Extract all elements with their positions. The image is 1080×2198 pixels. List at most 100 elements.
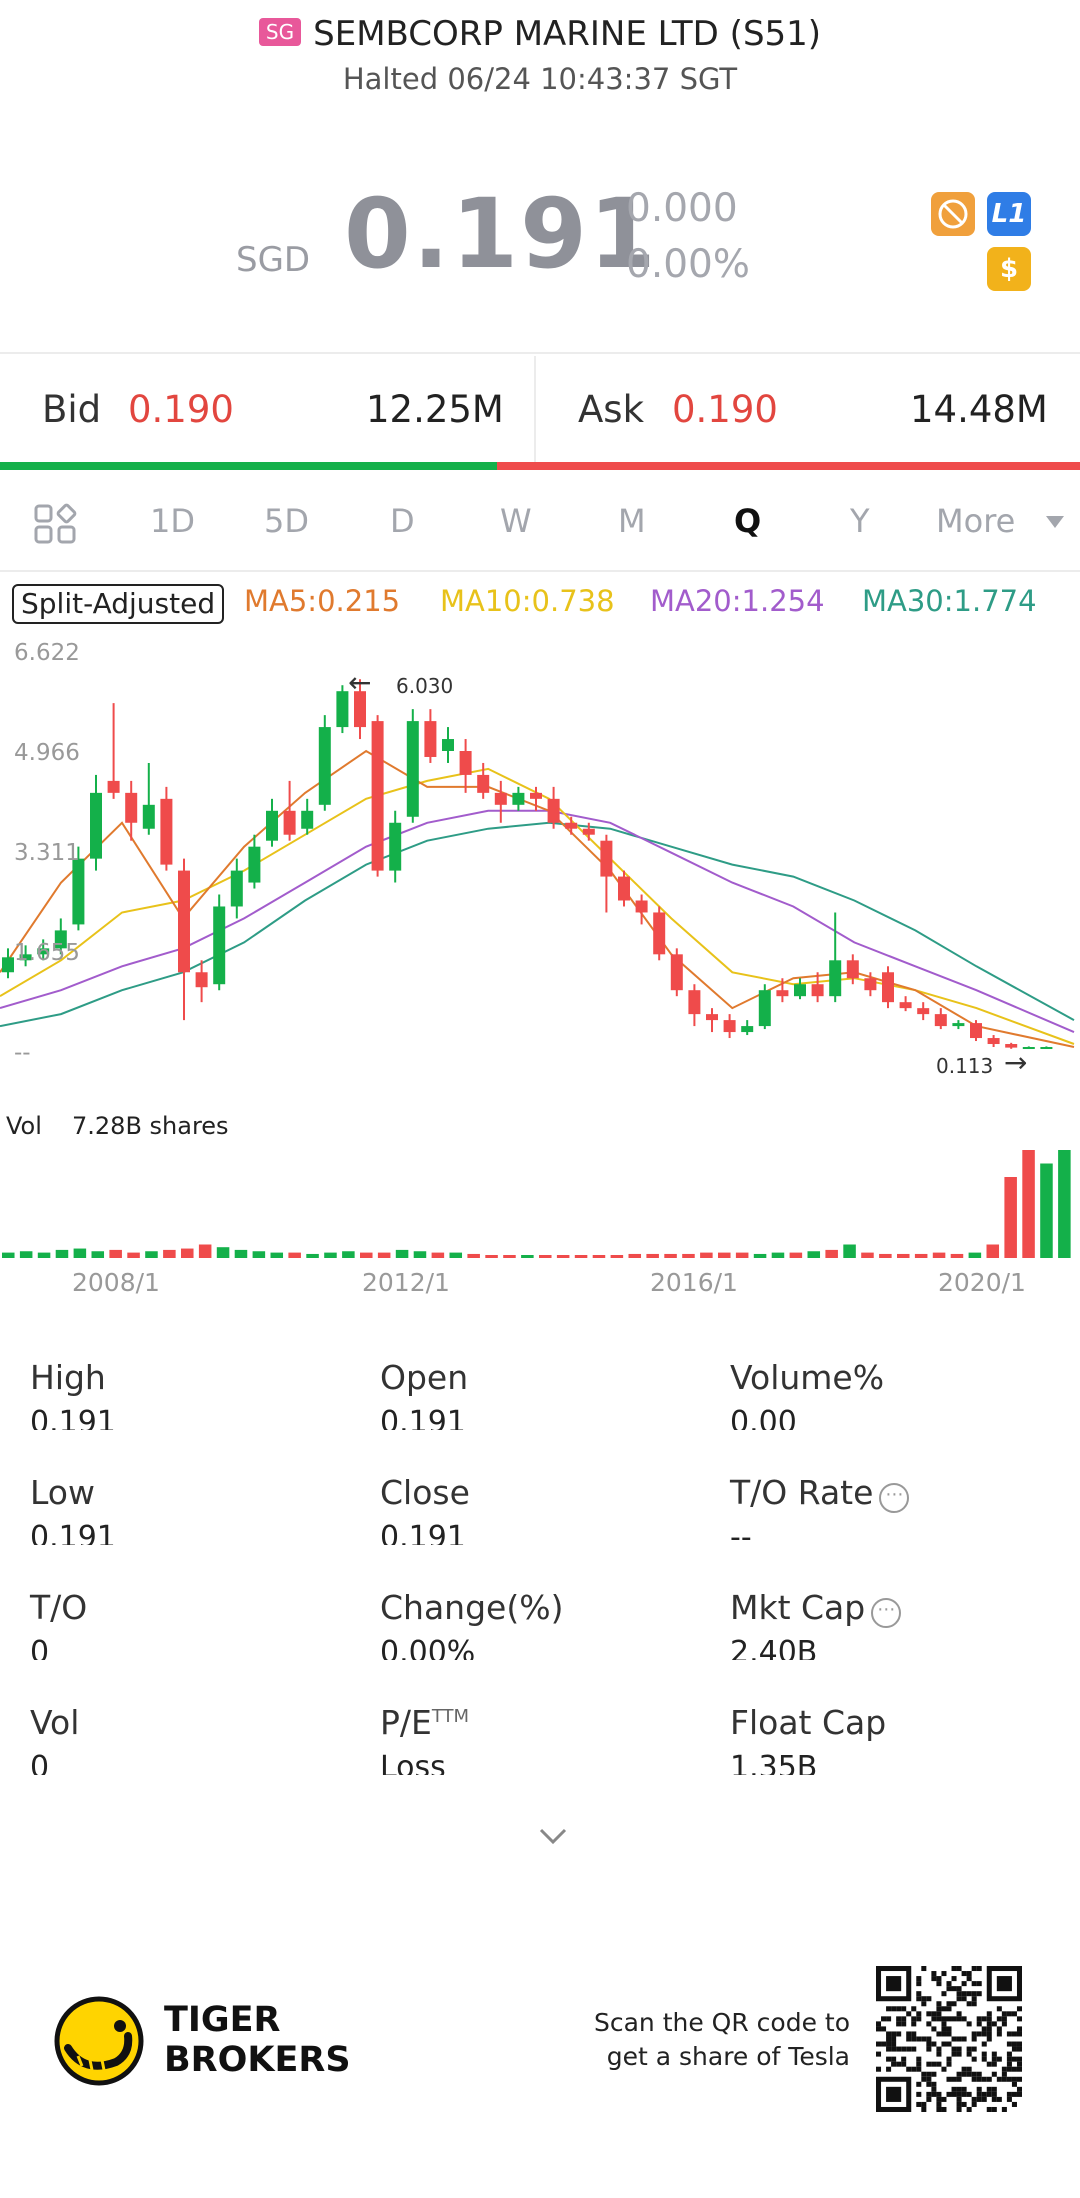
- candle: [635, 894, 648, 925]
- candle: [670, 948, 683, 997]
- ma30-line: [0, 821, 1075, 1028]
- stock-title: SG SEMBCORP MARINE LTD (S51): [0, 14, 1080, 54]
- volume-bar: [843, 1244, 856, 1258]
- volume-bar: [270, 1252, 284, 1258]
- level1-icon[interactable]: L1: [987, 192, 1031, 236]
- dollar-icon[interactable]: $: [987, 247, 1031, 291]
- stat-value-p-e: Loss: [380, 1750, 446, 1775]
- volume-bar: [252, 1251, 266, 1258]
- tab-5d[interactable]: 5D: [264, 502, 309, 540]
- candle: [424, 709, 437, 763]
- layout-grid-icon[interactable]: [34, 502, 78, 550]
- volume-bar: [503, 1255, 516, 1258]
- volume-bar: [753, 1253, 767, 1258]
- candle: [125, 780, 138, 841]
- info-icon[interactable]: ⋯: [879, 1483, 910, 1513]
- price-chart[interactable]: [0, 630, 1080, 1090]
- volume-bar: [1058, 1150, 1071, 1258]
- volume-bar: [413, 1251, 427, 1258]
- ma30-value: MA30:1.774: [862, 584, 1037, 618]
- candle: [459, 739, 472, 793]
- stat-label-text: Change(%): [380, 1588, 564, 1627]
- volume-bar: [879, 1253, 892, 1258]
- volume-bar: [718, 1252, 731, 1258]
- x-tick-label: 2012/1: [362, 1268, 450, 1297]
- tab-d[interactable]: D: [390, 502, 415, 540]
- volume-bar: [431, 1252, 445, 1258]
- candle: [19, 945, 32, 967]
- tab-more[interactable]: More: [936, 502, 1016, 540]
- volume-bar: [91, 1251, 105, 1258]
- candle: [829, 912, 842, 1003]
- y-tick-label: 4.966: [14, 740, 80, 766]
- candle: [283, 780, 296, 841]
- bid-volume: 12.25M: [366, 388, 504, 431]
- volume-bar: [2, 1252, 15, 1258]
- volume-bar: [73, 1248, 87, 1258]
- candle: [160, 786, 173, 871]
- volume-bar: [55, 1249, 69, 1258]
- chevron-down-icon[interactable]: [538, 1826, 568, 1850]
- stat-value-close: 0.191: [380, 1520, 466, 1545]
- candle: [54, 918, 67, 955]
- candle: [582, 822, 595, 841]
- volume-bar: [234, 1249, 248, 1258]
- y-tick-label: 3.311: [14, 840, 80, 866]
- stat-label-text: Close: [380, 1473, 470, 1512]
- volume-chart[interactable]: [0, 1140, 1080, 1264]
- volume-bar: [485, 1255, 498, 1258]
- stat-value-low: 0.191: [30, 1520, 116, 1545]
- info-icon[interactable]: ⋯: [871, 1598, 902, 1628]
- last-price: 0.191: [344, 178, 658, 290]
- candle: [494, 780, 507, 823]
- stat-label-t-o-rate: T/O Rate ⋯: [730, 1473, 910, 1513]
- stat-label-text: T/O Rate: [730, 1473, 874, 1512]
- candle: [1040, 1046, 1053, 1050]
- volume-bar: [449, 1252, 463, 1258]
- tab-y[interactable]: Y: [850, 502, 870, 540]
- candle: [864, 972, 877, 997]
- candle: [776, 978, 789, 1003]
- split-adjusted-toggle[interactable]: Split-Adjusted: [12, 584, 225, 624]
- stat-label-text: P/E: [380, 1703, 432, 1742]
- volume-bar: [127, 1252, 140, 1258]
- tab-q[interactable]: Q: [734, 502, 762, 540]
- tab-w[interactable]: W: [500, 502, 532, 540]
- volume-bar: [556, 1255, 570, 1258]
- candle: [547, 786, 560, 829]
- volume-bar: [592, 1255, 606, 1258]
- stat-value-float-cap: 1.35B: [730, 1750, 818, 1775]
- volume-bar: [342, 1251, 355, 1258]
- candle: [1022, 1046, 1035, 1050]
- volume-bar: [825, 1249, 838, 1258]
- more-dropdown-icon[interactable]: [1046, 516, 1064, 528]
- volume-bar: [216, 1247, 230, 1258]
- candle: [600, 834, 613, 913]
- promo-line1: Scan the QR code to: [593, 2008, 850, 2037]
- tab-1d[interactable]: 1D: [150, 502, 195, 540]
- candle: [846, 954, 859, 985]
- bid-price: 0.190: [128, 388, 234, 431]
- stat-label-text: Low: [30, 1473, 95, 1512]
- brand-name-line2: BROKERS: [164, 2040, 351, 2080]
- ma5-value: MA5:0.215: [244, 584, 401, 618]
- volume-total: 7.28B shares: [72, 1112, 229, 1140]
- stat-label-high: High: [30, 1358, 106, 1397]
- volume-label: Vol: [6, 1112, 42, 1140]
- candle: [90, 774, 102, 871]
- volume-bar: [198, 1244, 212, 1258]
- stat-label-close: Close: [380, 1473, 470, 1512]
- high-arrow-icon: ←: [348, 666, 372, 699]
- tab-m[interactable]: M: [618, 502, 646, 540]
- volume-bar: [986, 1244, 1000, 1258]
- divider: [0, 352, 1080, 354]
- volume-bar: [914, 1253, 928, 1258]
- volume-bar: [467, 1253, 480, 1258]
- halted-icon[interactable]: [931, 192, 975, 236]
- stat-value-high: 0.191: [30, 1405, 116, 1430]
- ask-price: 0.190: [672, 388, 778, 431]
- divider: [0, 570, 1080, 572]
- qr-code: [876, 1966, 1022, 2112]
- volume-bar: [324, 1252, 337, 1258]
- candle: [72, 846, 85, 931]
